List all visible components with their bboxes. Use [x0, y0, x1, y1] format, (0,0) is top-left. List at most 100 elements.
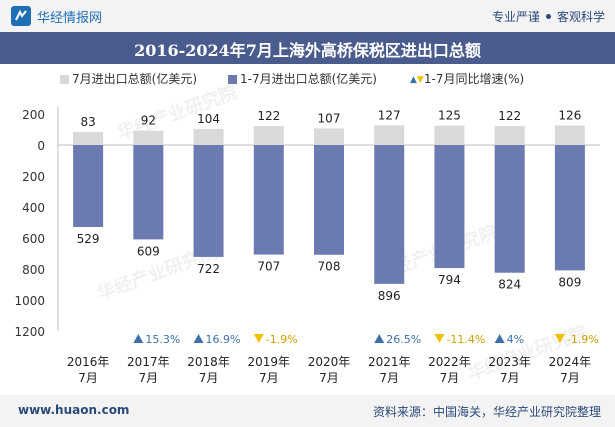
x-category-label: 2023年 — [488, 355, 531, 369]
legend-growth: ▲▼1-7月同比增速(%) — [410, 70, 524, 87]
y-tick-label: 800 — [22, 263, 45, 277]
growth-down-triangle — [434, 334, 445, 343]
x-category-label: 2021年 — [368, 355, 411, 369]
monthly-bar — [494, 126, 525, 145]
monthly-value-label: 104 — [197, 112, 220, 126]
huajing-logo-icon — [11, 6, 31, 26]
monthly-value-label: 122 — [498, 109, 521, 123]
footer-bar: www.huaon.com 资料来源：中国海关，华经产业研究院整理 — [0, 395, 615, 427]
growth-up-triangle — [494, 334, 505, 343]
legend-monthly: 7月进出口总额(亿美元) — [60, 70, 197, 87]
slogan-dot — [545, 14, 551, 19]
growth-value-label: 16.9% — [206, 333, 241, 346]
x-category-label: 7月 — [199, 371, 219, 385]
growth-up-triangle — [374, 334, 385, 343]
growth-value-label: 4% — [507, 333, 524, 346]
x-category-label: 7月 — [139, 371, 159, 385]
cumulative-bar — [434, 145, 465, 269]
x-category-label: 7月 — [78, 371, 98, 385]
cumulative-bar — [494, 145, 525, 273]
legend-up-triangle-icon: ▲ — [410, 75, 417, 85]
y-tick-label: 200 — [22, 108, 45, 122]
title-bar: 2016-2024年7月上海外高桥保税区进出口总额 — [0, 32, 615, 64]
top-bar: 华经情报网 专业严谨 客观科学 — [0, 0, 615, 32]
cumulative-bar — [314, 145, 344, 255]
x-category-label: 7月 — [440, 371, 460, 385]
monthly-value-label: 122 — [257, 109, 280, 123]
cumulative-value-label: 722 — [197, 262, 220, 276]
legend-growth-label: 1-7月同比增速(%) — [423, 72, 525, 86]
y-tick-label: 1200 — [14, 325, 45, 339]
chart-legend: 7月进出口总额(亿美元) 1-7月进出口总额(亿美元) ▲▼1-7月同比增速(%… — [0, 70, 615, 88]
cumulative-value-label: 809 — [558, 275, 581, 289]
growth-value-label: -11.4% — [446, 333, 485, 346]
chart-title: 2016-2024年7月上海外高桥保税区进出口总额 — [134, 41, 481, 60]
monthly-bar — [193, 128, 224, 145]
x-category-label: 2024年 — [549, 355, 592, 369]
growth-down-triangle — [253, 334, 264, 343]
growth-value-label: 15.3% — [145, 333, 180, 346]
legend-monthly-swatch — [60, 75, 69, 84]
cumulative-bar — [193, 145, 224, 257]
monthly-bar — [133, 130, 164, 145]
x-category-label: 2017年 — [127, 355, 170, 369]
footer-source: 资料来源：中国海关，华经产业研究院整理 — [372, 405, 601, 419]
slogan-right: 客观科学 — [556, 10, 605, 24]
site-name: 华经情报网 — [37, 11, 103, 26]
y-tick-label: 200 — [22, 170, 45, 184]
x-category-label: 7月 — [560, 371, 580, 385]
monthly-value-label: 83 — [80, 115, 95, 129]
monthly-bar — [314, 128, 344, 145]
cumulative-bar — [133, 145, 164, 240]
monthly-value-label: 125 — [438, 109, 461, 123]
monthly-bar — [253, 126, 284, 145]
y-tick-label: 1000 — [14, 294, 45, 308]
legend-cumulative-swatch — [228, 75, 237, 84]
x-category-label: 7月 — [379, 371, 399, 385]
legend-down-triangle-icon: ▼ — [416, 75, 424, 85]
monthly-bar — [374, 125, 405, 145]
monthly-bar — [434, 125, 465, 145]
monthly-bar — [73, 132, 104, 145]
x-category-label: 7月 — [500, 371, 520, 385]
cumulative-bar — [253, 145, 284, 255]
cumulative-bar — [73, 145, 104, 227]
monthly-value-label: 92 — [141, 114, 156, 128]
growth-value-label: -1.9% — [266, 333, 298, 346]
slogan-left: 专业严谨 — [491, 10, 540, 24]
monthly-value-label: 127 — [378, 108, 401, 122]
cumulative-value-label: 707 — [257, 260, 280, 274]
y-tick-label: 0 — [37, 139, 45, 153]
monthly-value-label: 126 — [558, 108, 581, 122]
growth-up-triangle — [193, 334, 204, 343]
growth-value-label: -1.9% — [567, 333, 599, 346]
legend-monthly-label: 7月进出口总额(亿美元) — [72, 72, 197, 86]
growth-down-triangle — [554, 334, 565, 343]
cumulative-value-label: 609 — [137, 244, 160, 258]
y-tick-label: 400 — [22, 201, 45, 215]
legend-cumulative-label: 1-7月进出口总额(亿美元) — [240, 72, 377, 86]
monthly-bar — [554, 125, 585, 145]
cumulative-value-label: 896 — [378, 289, 401, 303]
cumulative-value-label: 708 — [318, 260, 341, 274]
y-tick-label: 600 — [22, 232, 45, 246]
footer-url: www.huaon.com — [18, 403, 130, 417]
cumulative-value-label: 529 — [77, 232, 100, 246]
slogan: 专业严谨 客观科学 — [492, 8, 605, 25]
legend-cumulative: 1-7月进出口总额(亿美元) — [228, 70, 377, 87]
x-category-label: 7月 — [259, 371, 279, 385]
cumulative-value-label: 824 — [498, 278, 521, 292]
x-category-label: 2019年 — [248, 355, 291, 369]
x-category-label: 2018年 — [187, 355, 230, 369]
growth-up-triangle — [133, 334, 144, 343]
cumulative-bar — [374, 145, 405, 284]
x-category-label: 2022年 — [428, 355, 471, 369]
cumulative-bar — [554, 145, 585, 271]
cumulative-value-label: 794 — [438, 273, 461, 287]
x-category-label: 7月 — [319, 371, 339, 385]
x-category-label: 2016年 — [67, 355, 110, 369]
x-category-label: 2020年 — [308, 355, 351, 369]
growth-value-label: 26.5% — [386, 333, 421, 346]
monthly-value-label: 107 — [318, 111, 341, 125]
